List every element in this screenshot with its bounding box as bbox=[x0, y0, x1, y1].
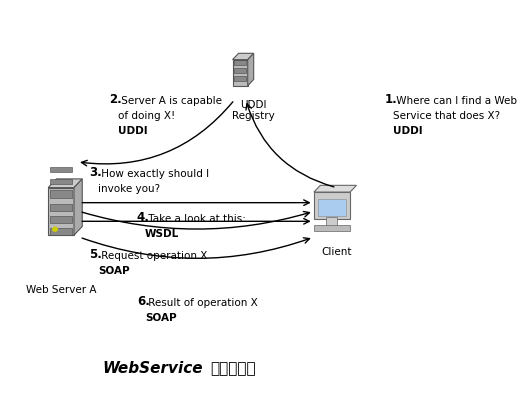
Text: Take a look at this:: Take a look at this: bbox=[145, 214, 246, 224]
FancyBboxPatch shape bbox=[50, 216, 72, 223]
Text: 4.: 4. bbox=[137, 211, 150, 224]
FancyBboxPatch shape bbox=[50, 228, 72, 235]
FancyBboxPatch shape bbox=[50, 204, 72, 211]
Polygon shape bbox=[74, 179, 82, 235]
Text: UDDI
Registry: UDDI Registry bbox=[231, 100, 275, 121]
Circle shape bbox=[53, 227, 57, 231]
Text: WSDL: WSDL bbox=[145, 229, 179, 239]
Text: Result of operation X: Result of operation X bbox=[145, 298, 258, 308]
FancyBboxPatch shape bbox=[235, 68, 246, 73]
Text: of doing X!: of doing X! bbox=[117, 111, 175, 121]
Text: invoke you?: invoke you? bbox=[98, 184, 160, 194]
FancyBboxPatch shape bbox=[327, 217, 338, 227]
FancyBboxPatch shape bbox=[313, 225, 350, 231]
FancyBboxPatch shape bbox=[235, 76, 246, 81]
Text: 2.: 2. bbox=[109, 93, 122, 107]
Text: SOAP: SOAP bbox=[98, 266, 129, 276]
FancyBboxPatch shape bbox=[50, 190, 72, 198]
Text: 5.: 5. bbox=[89, 248, 103, 261]
Text: 步骤流程图: 步骤流程图 bbox=[210, 361, 256, 376]
Text: How exactly should I: How exactly should I bbox=[98, 169, 209, 179]
FancyBboxPatch shape bbox=[232, 59, 248, 86]
Text: UDDI: UDDI bbox=[393, 126, 423, 136]
Text: 3.: 3. bbox=[89, 166, 102, 179]
FancyBboxPatch shape bbox=[50, 179, 72, 184]
Text: Client: Client bbox=[321, 247, 352, 257]
Text: Server A is capable: Server A is capable bbox=[117, 97, 221, 107]
Polygon shape bbox=[48, 179, 82, 188]
FancyBboxPatch shape bbox=[318, 199, 347, 215]
Text: WebService: WebService bbox=[103, 361, 204, 376]
FancyBboxPatch shape bbox=[235, 60, 246, 65]
Text: Where can I find a Web: Where can I find a Web bbox=[393, 97, 517, 107]
Text: UDDI: UDDI bbox=[117, 126, 147, 136]
FancyBboxPatch shape bbox=[314, 192, 350, 219]
Polygon shape bbox=[248, 53, 254, 86]
FancyBboxPatch shape bbox=[48, 188, 74, 235]
Polygon shape bbox=[314, 185, 357, 192]
Text: Web Server A: Web Server A bbox=[26, 285, 96, 295]
Text: Service that does X?: Service that does X? bbox=[393, 111, 500, 121]
Text: 6.: 6. bbox=[137, 296, 150, 308]
Text: SOAP: SOAP bbox=[145, 313, 177, 323]
Polygon shape bbox=[232, 53, 254, 59]
FancyBboxPatch shape bbox=[50, 167, 72, 172]
Text: Request operation X: Request operation X bbox=[98, 251, 207, 261]
Text: 1.: 1. bbox=[385, 93, 398, 107]
